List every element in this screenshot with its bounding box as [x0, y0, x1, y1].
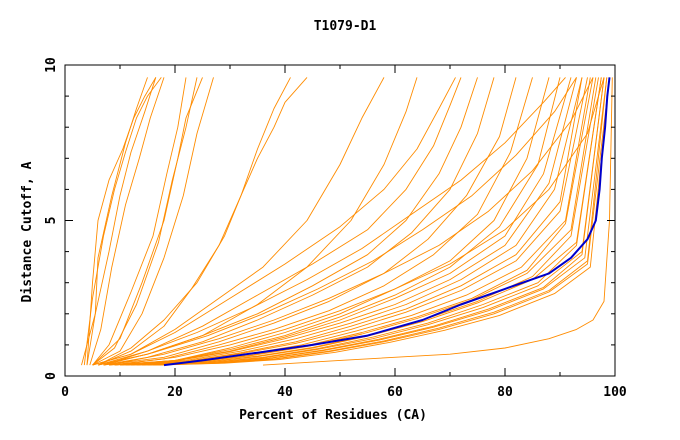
x-tick-label: 80 — [497, 385, 513, 400]
series-line-26 — [125, 77, 588, 366]
series-line-24 — [119, 77, 583, 366]
series-line-13 — [97, 77, 418, 366]
chart-title: T1079-D1 — [314, 19, 377, 34]
series-line-12 — [92, 77, 385, 366]
series-line-14 — [92, 77, 456, 366]
series-line-35 — [147, 77, 608, 366]
series-line-11 — [97, 77, 291, 366]
series-line-28 — [130, 77, 594, 366]
series-line-23 — [119, 77, 577, 366]
series-line-21 — [114, 77, 561, 366]
series-line-6 — [92, 77, 187, 366]
series-line-43 — [262, 77, 613, 366]
series-line-39 — [114, 77, 605, 366]
series-line-30 — [136, 77, 599, 366]
series-line-10 — [97, 77, 308, 366]
x-tick-label: 60 — [387, 385, 403, 400]
series-line-18 — [103, 77, 517, 366]
series-layer — [81, 77, 613, 367]
series-line-37 — [152, 77, 610, 366]
series-line-41 — [103, 77, 577, 366]
series-line-4 — [86, 77, 157, 366]
x-tick-label: 20 — [167, 385, 183, 400]
series-line-20 — [108, 77, 550, 366]
series-line-38 — [158, 77, 610, 366]
series-line-29 — [130, 77, 597, 366]
series-line-16 — [97, 77, 478, 366]
series-line-8 — [92, 77, 214, 366]
series-line-33 — [141, 77, 605, 366]
x-tick-label: 100 — [603, 385, 627, 400]
series-line-17 — [103, 77, 495, 366]
axes-layer: 0 20 40 60 80 100 0 5 10 — [44, 57, 627, 400]
series-line-2 — [86, 77, 157, 366]
highlight-line — [163, 77, 611, 367]
y-tick-label: 5 — [44, 217, 59, 225]
series-line-31 — [136, 77, 602, 366]
x-axis-label: Percent of Residues (CA) — [239, 408, 427, 423]
y-tick-label: 0 — [44, 372, 59, 380]
series-line-22 — [114, 77, 572, 366]
y-axis-label: Distance Cutoff, A — [20, 161, 35, 302]
series-line-7 — [92, 77, 198, 366]
x-tick-label: 40 — [277, 385, 293, 400]
series-line-5 — [81, 77, 148, 366]
series-line-40 — [108, 77, 594, 366]
x-tick-label: 0 — [61, 385, 69, 400]
series-line-27 — [125, 77, 591, 366]
series-line-25 — [119, 77, 583, 366]
series-line-3 — [89, 77, 165, 366]
series-line-9 — [92, 77, 203, 366]
series-line-19 — [108, 77, 533, 366]
series-line-1 — [83, 77, 162, 366]
series-line-15 — [97, 77, 462, 366]
y-tick-label: 10 — [44, 57, 59, 73]
series-line-42 — [103, 77, 566, 366]
